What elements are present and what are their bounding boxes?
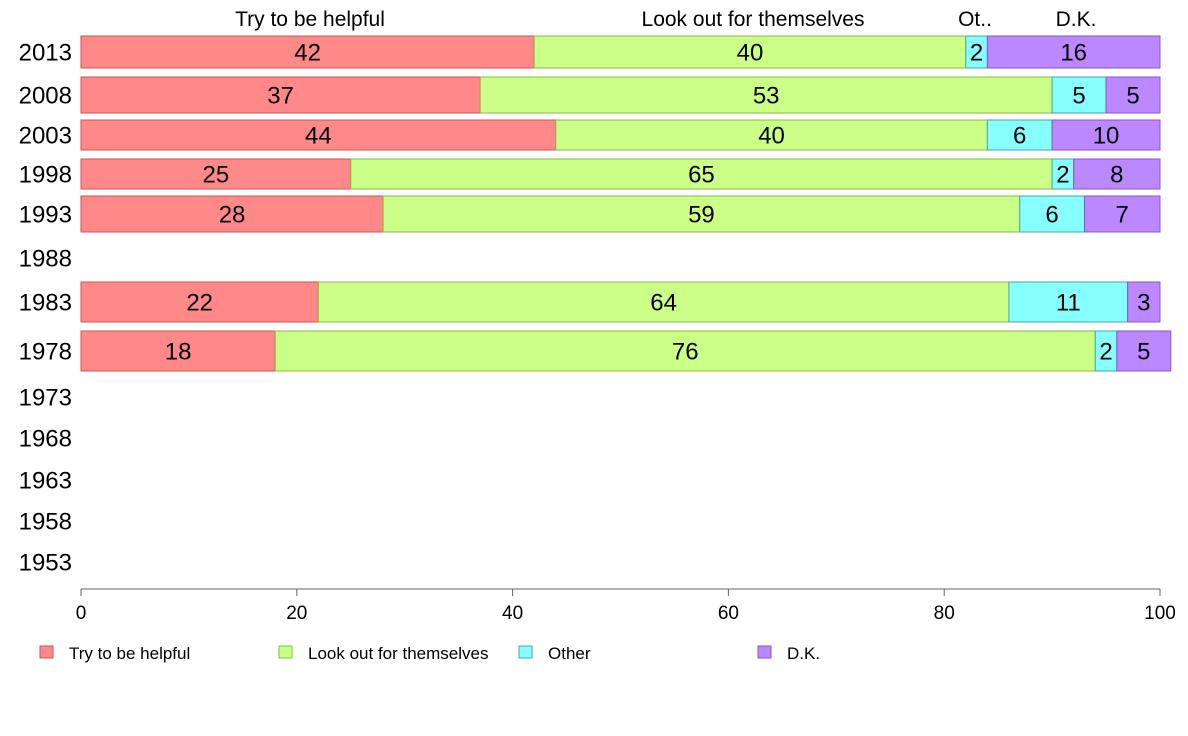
year-label-2008: 2008	[19, 83, 72, 110]
value-label-1993-try-to-be-helpful: 28	[219, 202, 246, 229]
column-header-try-to-be-helpful: Try to be helpful	[235, 8, 385, 31]
value-label-2008-look-out-for-themselves: 53	[753, 83, 780, 110]
year-label-1958: 1958	[19, 509, 72, 536]
value-label-2008-try-to-be-helpful: 37	[267, 83, 294, 110]
bar-2008-other	[1051, 76, 1107, 114]
bar-1993-other	[1019, 195, 1085, 233]
legend: Try to be helpful Look out for themselves…	[39, 644, 820, 663]
x-tick-label-40: 40	[502, 603, 523, 624]
value-label-2013-other: 2	[970, 40, 983, 67]
year-label-1988: 1988	[19, 246, 72, 273]
value-label-2008-other: 5	[1072, 83, 1085, 110]
bar-2008-d-k	[1105, 76, 1161, 114]
value-label-1998-try-to-be-helpful: 25	[203, 162, 230, 189]
bar-2008-look-out-for-themselves	[479, 76, 1053, 114]
value-label-2003-d-k: 10	[1093, 123, 1120, 150]
bar-1993-d-k	[1083, 195, 1161, 233]
year-label-1973: 1973	[19, 385, 72, 412]
legend-swatch-other	[518, 645, 533, 659]
column-header-look-out-for-themselves: Look out for themselves	[642, 8, 865, 31]
x-tick-label-20: 20	[286, 603, 307, 624]
year-label-1963: 1963	[19, 468, 72, 495]
bar-1983-d-k	[1127, 281, 1161, 323]
bar-1978-look-out-for-themselves	[274, 330, 1096, 372]
value-label-1998-look-out-for-themselves: 65	[688, 162, 715, 189]
bar-2003-other	[986, 119, 1053, 151]
bar-1998-d-k	[1073, 158, 1161, 190]
x-tick-label-80: 80	[934, 603, 955, 624]
bar-1998-look-out-for-themselves	[350, 158, 1053, 190]
value-label-1983-try-to-be-helpful: 22	[186, 290, 213, 317]
value-label-2013-d-k: 16	[1060, 40, 1087, 67]
value-label-1978-look-out-for-themselves: 76	[672, 339, 699, 366]
year-label-1978: 1978	[19, 339, 72, 366]
value-label-2013-try-to-be-helpful: 42	[294, 40, 321, 67]
legend-swatch-look-out-for-themselves	[278, 645, 293, 659]
x-axis: 0 20 40 60 80 100	[76, 588, 1176, 624]
value-label-1983-other: 11	[1056, 290, 1081, 317]
bar-1983-other	[1008, 281, 1129, 323]
year-label-1968: 1968	[19, 426, 72, 453]
value-label-2003-look-out-for-themselves: 40	[758, 123, 785, 150]
bar-2003-look-out-for-themselves	[555, 119, 988, 151]
year-label-1953: 1953	[19, 550, 72, 577]
value-label-2003-other: 6	[1013, 123, 1026, 150]
year-label-1993: 1993	[19, 202, 72, 229]
value-label-1983-look-out-for-themselves: 64	[650, 290, 677, 317]
column-header-d-k: D.K.	[1056, 8, 1097, 31]
bar-1978-d-k	[1116, 330, 1172, 372]
column-header-ot: Ot..	[958, 8, 992, 31]
value-label-2013-look-out-for-themselves: 40	[737, 40, 764, 67]
year-label-2003: 2003	[19, 123, 72, 150]
value-label-1993-other: 6	[1045, 202, 1058, 229]
legend-label-d-k: D.K.	[787, 644, 820, 663]
bar-1978-try-to-be-helpful	[80, 330, 276, 372]
legend-label-other: Other	[548, 644, 591, 663]
value-label-1978-try-to-be-helpful: 18	[165, 339, 192, 366]
year-label-1998: 1998	[19, 162, 72, 189]
x-tick-label-60: 60	[718, 603, 739, 624]
legend-label-try-to-be-helpful: Try to be helpful	[69, 644, 190, 663]
value-label-1993-d-k: 7	[1116, 202, 1129, 229]
value-label-2008-d-k: 5	[1126, 83, 1139, 110]
x-tick-label-0: 0	[76, 603, 87, 624]
bar-2003-try-to-be-helpful	[80, 119, 557, 151]
bar-2013-d-k	[986, 35, 1161, 69]
bar-2008-try-to-be-helpful	[80, 76, 481, 114]
legend-swatch-try-to-be-helpful	[39, 645, 54, 659]
value-label-2003-try-to-be-helpful: 44	[305, 123, 332, 150]
legend-label-look-out-for-themselves: Look out for themselves	[308, 644, 488, 663]
bar-1998-try-to-be-helpful	[80, 158, 352, 190]
value-label-1998-d-k: 8	[1110, 162, 1123, 189]
value-label-1978-other: 2	[1099, 339, 1112, 366]
value-label-1993-look-out-for-themselves: 59	[688, 202, 715, 229]
year-label-2013: 2013	[19, 40, 72, 67]
x-tick-label-100: 100	[1144, 603, 1176, 624]
year-label-1983: 1983	[19, 290, 72, 317]
legend-swatch-d-k	[757, 645, 772, 659]
year-labels: 2013 2008 2003 1998 1993 1988 1983 1978 1973 1968…	[19, 40, 72, 577]
column-headers: Try to be helpful Look out for themselves…	[235, 8, 1096, 31]
bar-2013-try-to-be-helpful	[80, 35, 535, 69]
bar-2013-look-out-for-themselves	[533, 35, 967, 69]
value-label-1998-other: 2	[1056, 162, 1069, 189]
value-label-1983-d-k: 3	[1137, 290, 1150, 317]
bar-2003-d-k	[1051, 119, 1161, 151]
value-label-1978-d-k: 5	[1137, 339, 1150, 366]
